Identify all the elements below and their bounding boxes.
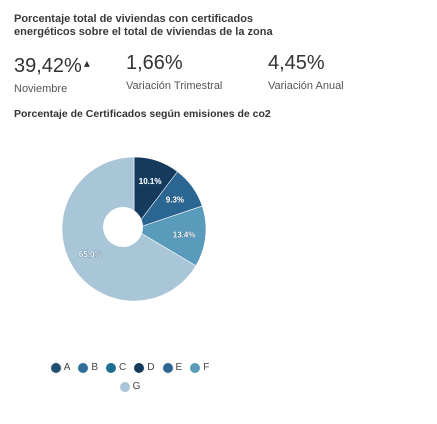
legend-item-f[interactable]: F xyxy=(190,362,209,374)
stat-quarterly: 1,66% Variación Trimestral xyxy=(126,50,222,93)
legend-item-c[interactable]: C xyxy=(106,362,126,374)
stat-month-value: 39,42% xyxy=(14,55,82,77)
legend-swatch-icon xyxy=(50,363,61,373)
legend-swatch-icon xyxy=(119,382,130,392)
legend: A B C D E F xyxy=(0,362,260,374)
stat-annual-value: 4,45% xyxy=(268,52,325,74)
stats-row: 39,42% ▴ Noviembre 1,66% Variación Trimes… xyxy=(14,50,424,100)
legend-item-e[interactable]: E xyxy=(162,362,183,374)
legend-label: G xyxy=(132,381,141,392)
slice-label-e: 9.3% xyxy=(166,196,184,205)
legend-label: C xyxy=(119,362,127,373)
page-title: Porcentaje total de viviendas con certif… xyxy=(14,13,273,38)
legend-overflow: G xyxy=(0,381,260,393)
stat-quarterly-value: 1,66% xyxy=(126,52,183,74)
legend-swatch-icon xyxy=(78,363,89,373)
legend-item-g[interactable]: G xyxy=(119,381,141,393)
stat-annual-label: Variación Anual xyxy=(268,80,344,92)
legend-label: A xyxy=(63,362,71,373)
legend-swatch-icon xyxy=(162,363,173,373)
legend-label: E xyxy=(175,362,183,373)
trend-up-icon: ▴ xyxy=(83,56,90,70)
legend-item-a[interactable]: A xyxy=(50,362,71,374)
stat-annual: 4,45% Variación Anual xyxy=(268,50,344,93)
slice-label-g: 65.0% xyxy=(79,250,102,259)
legend-item-b[interactable]: B xyxy=(78,362,98,374)
pie-center-marker xyxy=(103,207,143,247)
stat-quarterly-label: Variación Trimestral xyxy=(126,80,223,92)
slice-label-f: 13.4% xyxy=(173,230,196,239)
legend-label: D xyxy=(147,362,155,373)
stat-month-label: Noviembre xyxy=(14,83,68,95)
legend-swatch-icon xyxy=(190,363,201,373)
legend-item-d[interactable]: D xyxy=(134,362,155,374)
legend-label: F xyxy=(203,362,210,373)
legend-swatch-icon xyxy=(134,363,145,373)
legend-label: B xyxy=(91,362,99,373)
stat-month: 39,42% ▴ Noviembre xyxy=(14,50,90,96)
slice-label-d: 10.1% xyxy=(139,177,162,186)
legend-swatch-icon xyxy=(106,363,117,373)
pie-slice-f[interactable] xyxy=(133,205,207,267)
chart-title: Porcentaje de Certificados según emision… xyxy=(14,108,271,120)
